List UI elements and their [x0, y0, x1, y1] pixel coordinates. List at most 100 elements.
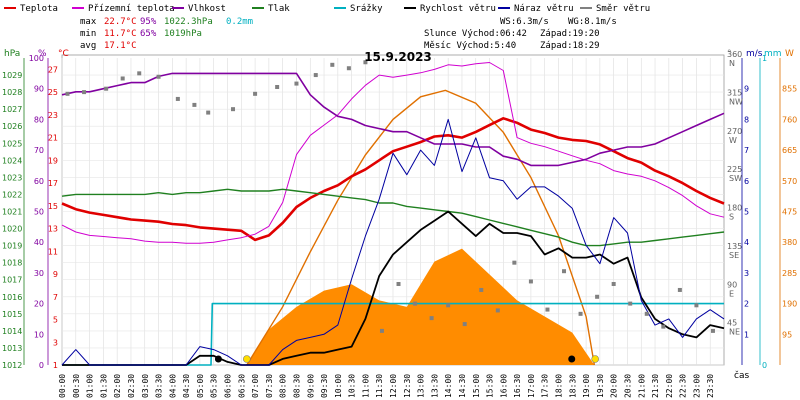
rain-tick-label: 0 [762, 361, 767, 370]
pressure-tick-label: 1023 [2, 173, 22, 182]
x-tick-label: 22:00 [665, 374, 674, 398]
wind-direction-point [192, 102, 197, 107]
humidity-tick-label: 30 [34, 269, 44, 278]
humidity-tick-label: 60 [34, 177, 44, 186]
wind-direction-point [611, 281, 616, 286]
x-tick-label: 08:30 [292, 374, 301, 398]
pressure-tick-label: 1012 [2, 361, 22, 370]
x-tick-label: 14:30 [458, 374, 467, 398]
wind-direction-point [462, 322, 467, 327]
wind-direction-point [528, 279, 533, 284]
chart-title: 15.9.2023 [364, 50, 432, 64]
humidity-tick-label: 40 [34, 238, 44, 247]
temperature-tick-label: 19 [48, 156, 58, 165]
wind-direction-point [479, 287, 484, 292]
sun-moon-markers [214, 355, 599, 363]
stat-max-rain: 0.2mm [226, 17, 253, 27]
x-tick-label: 19:30 [596, 374, 605, 398]
wind-tick-label: 9 [744, 85, 749, 94]
solar-radiation-area [246, 89, 596, 366]
x-tick-label: 17:30 [541, 374, 550, 398]
unit-headers: hPa % °C ° m/s mm W [4, 49, 794, 59]
wind-direction-point [104, 86, 109, 91]
stat-min-hum: 65% [140, 29, 157, 39]
solar-tick-label: 760 [782, 115, 797, 124]
pressure-tick-label: 1016 [2, 293, 22, 302]
direction-tick-label: 45 [727, 319, 737, 328]
wind-direction-point [363, 60, 368, 65]
sun-set-marker [591, 355, 599, 363]
x-tick-label: 07:00 [251, 374, 260, 398]
solar-tick-label: 570 [782, 177, 797, 186]
x-tick-label: 18:00 [555, 374, 564, 398]
pressure-tick-label: 1022 [2, 190, 22, 199]
x-tick-label: 16:30 [513, 374, 522, 398]
wind-direction-point [396, 281, 401, 286]
temperature-tick-label: 1 [53, 361, 58, 370]
x-tick-label: 20:30 [623, 374, 632, 398]
direction-tick-label: 270 [727, 127, 742, 136]
x-axis: 00:00 00:30 01:00 01:30 02:00 02:30 03:00 03:30… [58, 374, 715, 398]
x-tick-label: 23:30 [706, 374, 715, 398]
x-tick-label: 14:00 [444, 374, 453, 398]
info-moon-set: Západ:18:29 [540, 41, 600, 51]
wind-tick-label: 2 [744, 300, 749, 309]
wind-direction-point [82, 90, 87, 95]
legend-label: Tlak [268, 4, 290, 14]
pressure-tick-label: 1019 [2, 242, 22, 251]
wind-tick-label: 4 [744, 238, 749, 247]
x-tick-label: 13:30 [430, 374, 439, 398]
wind-direction-point [512, 260, 517, 265]
humidity-tick-label: 80 [34, 115, 44, 124]
stat-max-label: max [80, 17, 97, 27]
x-tick-label: 10:00 [334, 374, 343, 398]
legend-label: Rychlost větru [420, 4, 496, 14]
x-tick-label: 21:00 [637, 374, 646, 398]
temperature-tick-label: 9 [53, 270, 58, 279]
x-tick-label: 04:00 [168, 374, 177, 398]
temperature-tick-label: 13 [48, 225, 58, 234]
direction-compass-label: SW [729, 174, 742, 183]
info-sun-set: Západ:19:20 [540, 29, 600, 39]
pressure-tick-label: 1027 [2, 105, 22, 114]
wind-tick-label: 7 [744, 146, 749, 155]
x-tick-label: 06:30 [237, 374, 246, 398]
wind-direction-point [294, 81, 299, 86]
legend: Teplota Přízemní teplota Vlhkost Tlak Srážky… [4, 4, 650, 14]
x-axis-label: čas [734, 370, 749, 381]
wind-tick-label: 3 [744, 269, 749, 278]
legend-label: Přízemní teplota [88, 4, 175, 14]
x-tick-label: 00:30 [72, 374, 81, 398]
temperature-tick-label: 23 [48, 111, 58, 120]
wind-direction-point [677, 287, 682, 292]
wind-direction-point [644, 311, 649, 316]
wind-direction-point [495, 308, 500, 313]
temperature-tick-label: 25 [48, 88, 58, 97]
pressure-tick-label: 1029 [2, 71, 22, 80]
solar-tick-label: 665 [782, 146, 797, 155]
x-tick-label: 02:30 [127, 374, 136, 398]
x-tick-label: 01:00 [86, 374, 95, 398]
temperature-tick-label: 15 [48, 202, 58, 211]
info-wind-gust: WG:8.1m/s [568, 17, 617, 27]
x-tick-label: 19:00 [582, 374, 591, 398]
pressure-tick-label: 1013 [2, 344, 22, 353]
direction-tick-label: 360 [727, 50, 742, 59]
direction-compass-label: S [729, 213, 734, 222]
wind-direction-point [253, 91, 258, 96]
solar-theoretical-line [246, 89, 596, 366]
wind-tick-label: 1 [744, 330, 749, 339]
x-tick-label: 08:00 [279, 374, 288, 398]
direction-compass-label: SE [729, 251, 739, 260]
x-tick-label: 21:30 [651, 374, 660, 398]
direction-tick-label: 315 [727, 88, 742, 97]
wind-direction-point [206, 110, 211, 115]
pressure-tick-label: 1015 [2, 310, 22, 319]
wind-direction-point [429, 316, 434, 321]
info-block: WS:6.3m/s WG:8.1m/s Slunce Východ:06:42 … [424, 17, 617, 51]
solar-tick-label: 475 [782, 208, 797, 217]
direction-tick-label: 90 [727, 280, 737, 289]
x-tick-label: 03:00 [141, 374, 150, 398]
pressure-tick-label: 1020 [2, 225, 22, 234]
moon-set-marker [568, 355, 576, 363]
